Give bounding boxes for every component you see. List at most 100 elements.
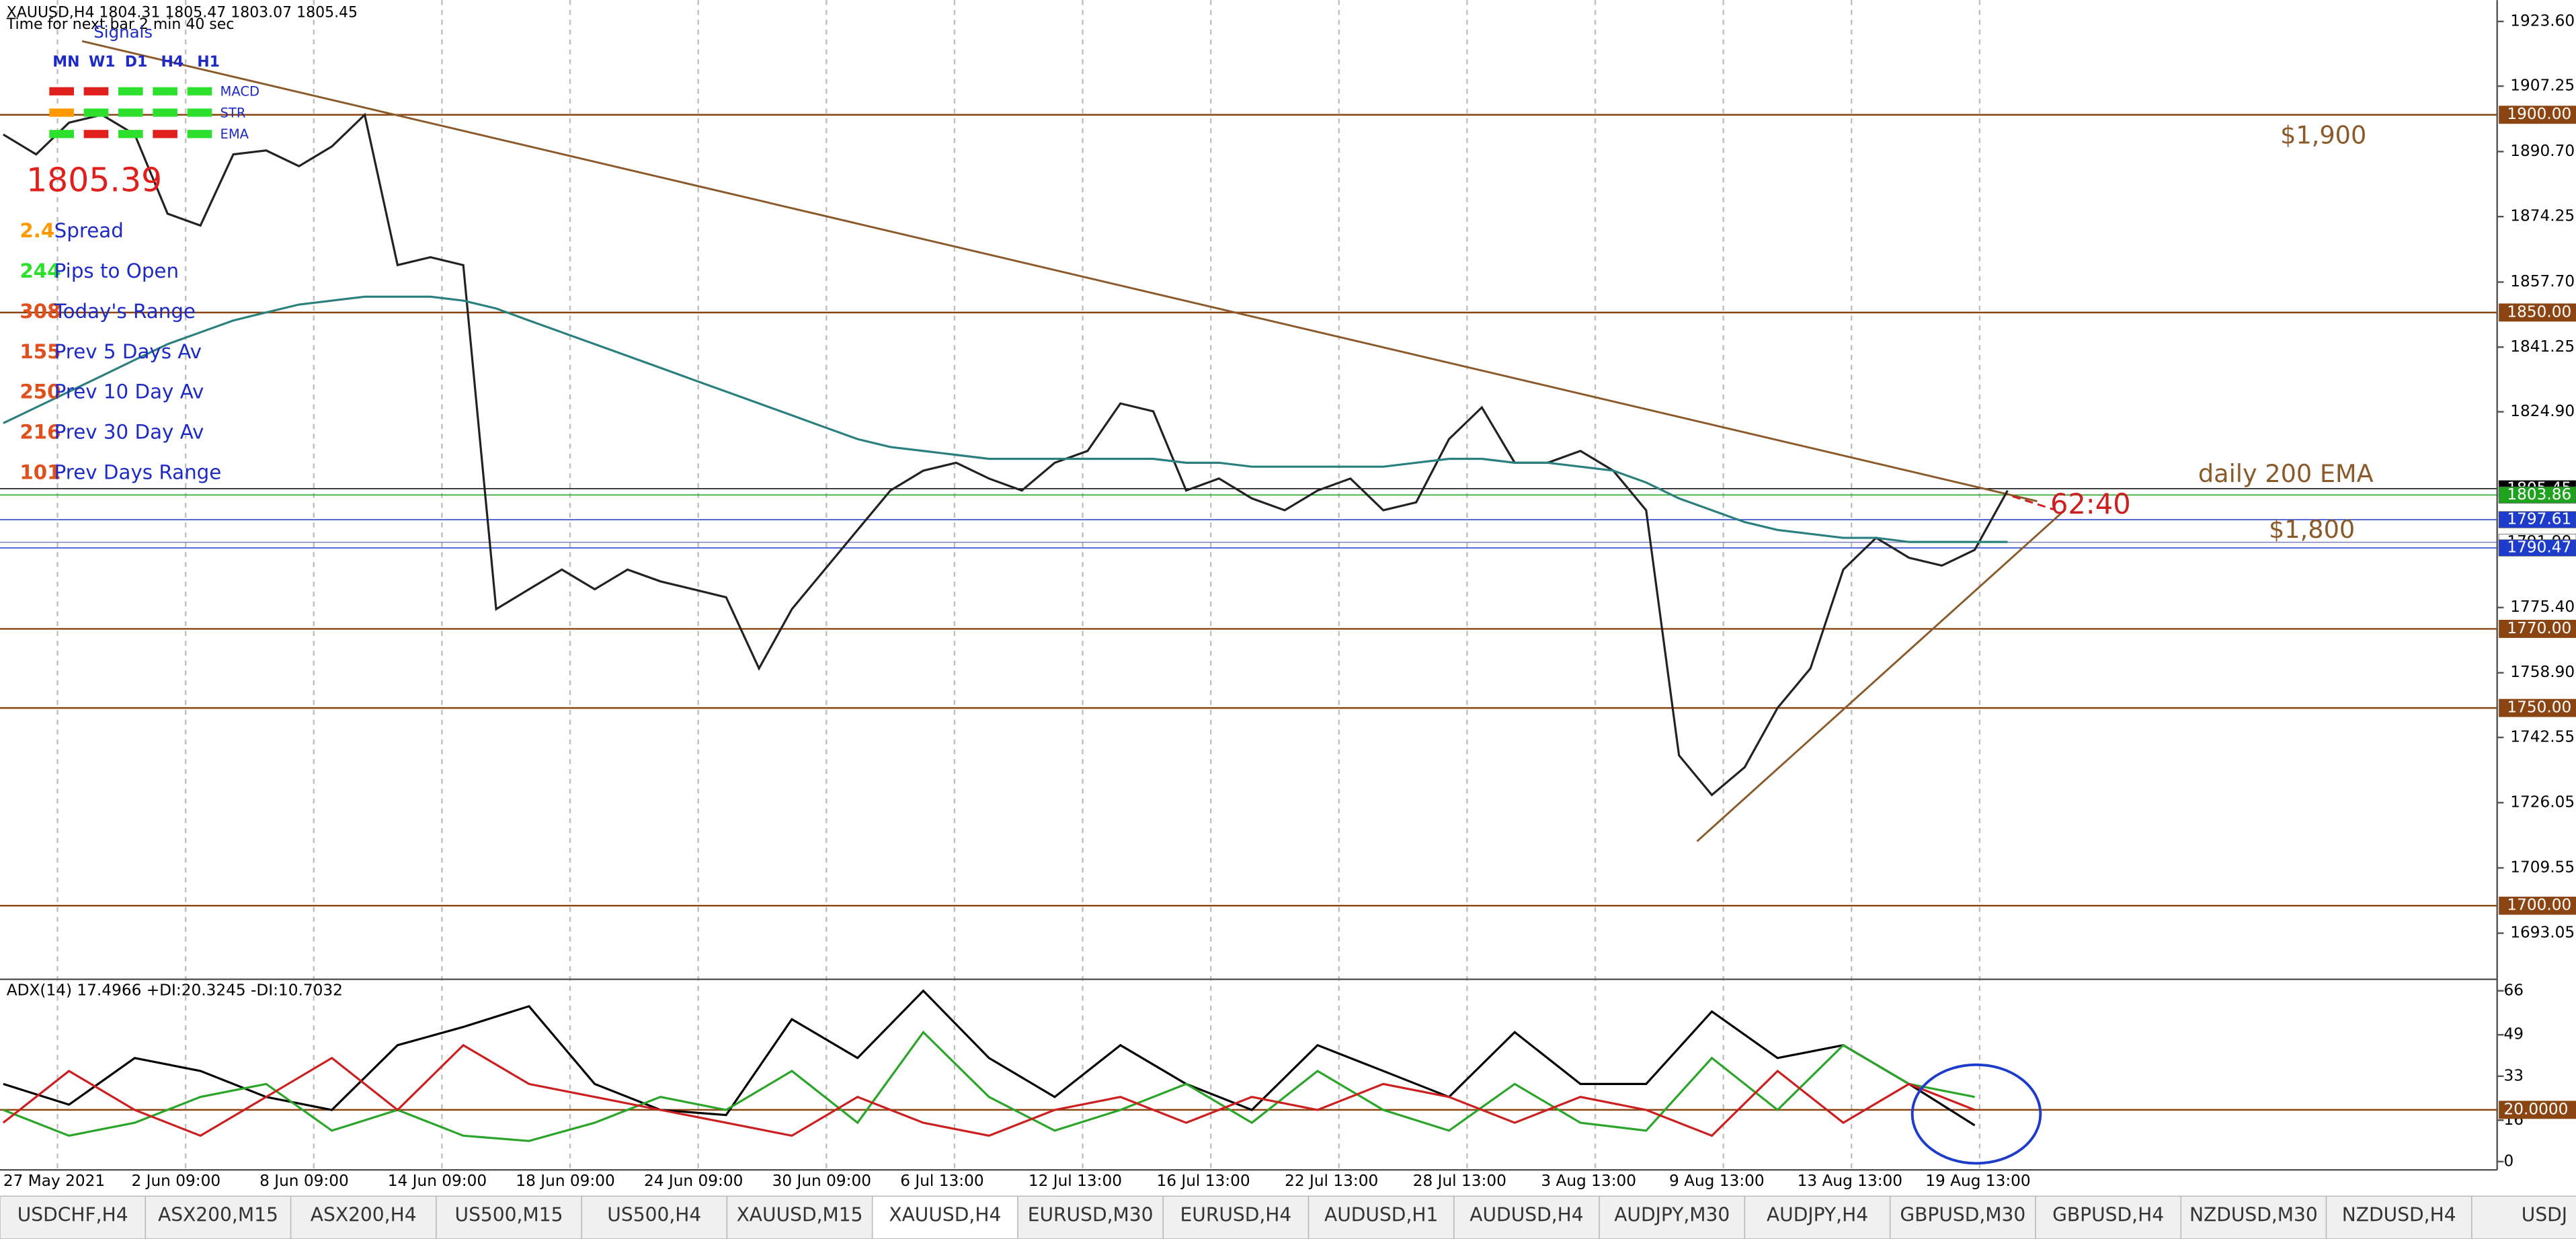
tab-label[interactable]: NZDUSD,M30 — [2189, 1204, 2318, 1226]
y-tick-label: 1923.60 — [2510, 11, 2575, 30]
tab-label[interactable]: USDJ — [2522, 1204, 2567, 1226]
stat-value: 2.4 — [19, 219, 54, 242]
level-tag — [2499, 896, 2576, 915]
stat-label: Pips to Open — [54, 259, 179, 282]
tab-label[interactable]: XAUUSD,M15 — [737, 1204, 863, 1226]
tab-label[interactable]: GBPUSD,M30 — [1900, 1204, 2025, 1226]
plot-layer — [2, 112, 2009, 1142]
level-tag — [2499, 620, 2576, 638]
signal-cell — [49, 108, 74, 117]
countdown-arrow — [2012, 495, 2054, 511]
signal-cell — [153, 87, 177, 95]
x-tick-label: 6 Jul 13:00 — [900, 1172, 983, 1190]
timeframe-label: MN — [52, 54, 79, 71]
tab[interactable] — [726, 1195, 873, 1239]
x-tick-label: 16 Jul 13:00 — [1156, 1172, 1250, 1190]
series-line — [3, 1030, 1975, 1142]
stat-label: Prev Days Range — [54, 461, 222, 483]
signal-cell — [153, 130, 177, 138]
tab-label[interactable]: ASX200,M15 — [158, 1204, 278, 1226]
tab[interactable] — [0, 1195, 147, 1239]
trend-line — [81, 40, 2038, 502]
stat-value: 155 — [19, 340, 61, 363]
timeframe-label: W1 — [89, 54, 116, 71]
x-tick-label: 14 Jun 09:00 — [388, 1172, 487, 1190]
signal-cell — [153, 108, 177, 117]
stat-value: 308 — [19, 300, 61, 323]
y-tick-label: 1775.40 — [2510, 598, 2575, 616]
series-line — [3, 112, 2009, 797]
timeframe-label: H1 — [197, 54, 220, 71]
x-tick-label: 13 Aug 13:00 — [1798, 1172, 1902, 1190]
y-tick-label: 1857.70 — [2510, 272, 2575, 290]
annotation: $1,900 — [2280, 121, 2366, 150]
x-tick-label: 12 Jul 13:00 — [1029, 1172, 1122, 1190]
signal-cell — [49, 130, 74, 138]
trend-line — [1696, 512, 2063, 842]
timeframe-label: D1 — [125, 54, 148, 71]
tab-label[interactable]: AUDUSD,H4 — [1470, 1204, 1583, 1226]
tab-label[interactable]: USDCHF,H4 — [17, 1204, 128, 1226]
x-tick-label: 9 Aug 13:00 — [1669, 1172, 1765, 1190]
symbol-line: XAUUSD,H4 1804.31 1805.47 1803.07 1805.4… — [7, 5, 358, 22]
annotation: daily 200 EMA — [2198, 459, 2374, 488]
tab-label[interactable]: NZDUSD,H4 — [2342, 1204, 2456, 1226]
tab[interactable] — [581, 1195, 728, 1239]
tab[interactable] — [1453, 1195, 1600, 1239]
x-tick-label: 28 Jul 13:00 — [1413, 1172, 1506, 1190]
stat-label: Prev 5 Days Av — [54, 340, 202, 363]
tab[interactable] — [145, 1195, 292, 1239]
x-tick-label: 19 Aug 13:00 — [1925, 1172, 2030, 1190]
timeframe-label: H4 — [161, 54, 184, 71]
y-tick-label: 1726.05 — [2510, 793, 2575, 811]
indicator-label: STR — [220, 105, 245, 120]
y-tick-label: 1874.25 — [2510, 207, 2575, 225]
tab-label[interactable]: AUDJPY,M30 — [1614, 1204, 1730, 1226]
tab-label[interactable]: EURUSD,H4 — [1180, 1204, 1292, 1226]
level-label: 20.0000 — [2503, 1100, 2568, 1118]
tab-label[interactable]: GBPUSD,H4 — [2052, 1204, 2164, 1226]
tab[interactable] — [1307, 1195, 1455, 1239]
tab-label[interactable]: US500,H4 — [607, 1204, 701, 1226]
y-tick-label: 1758.90 — [2510, 663, 2575, 681]
signal-cell — [83, 108, 109, 117]
level-tag — [2499, 303, 2576, 322]
price-tag — [2498, 539, 2576, 557]
tab[interactable] — [1017, 1195, 1164, 1239]
signal-cell — [118, 108, 143, 117]
x-tick-label: 8 Jun 09:00 — [259, 1172, 349, 1190]
signal-cell — [187, 130, 212, 138]
stat-value: 250 — [19, 381, 61, 403]
tab-label[interactable]: EURUSD,M30 — [1028, 1204, 1154, 1226]
y-tick-label: 1890.70 — [2510, 142, 2575, 160]
tab[interactable] — [2035, 1195, 2181, 1239]
highlight-circle — [1910, 1063, 2042, 1165]
x-tick-label: 2 Jun 09:00 — [132, 1172, 221, 1190]
series-line — [2, 1043, 1976, 1137]
y-tick-label: 1742.55 — [2510, 727, 2575, 746]
tab-label[interactable]: ASX200,H4 — [311, 1204, 417, 1226]
y-tick-label: 0 — [2503, 1152, 2513, 1170]
stat-value: 101 — [19, 461, 61, 483]
stat-value: 244 — [19, 259, 61, 282]
x-tick-label: 18 Jun 09:00 — [516, 1172, 614, 1190]
tab-label[interactable]: XAUUSD,H4 — [889, 1204, 1001, 1226]
tab-label[interactable]: AUDJPY,H4 — [1767, 1204, 1868, 1226]
indicator-label: MACD — [220, 84, 259, 99]
x-tick-label: 30 Jun 09:00 — [772, 1172, 871, 1190]
tab[interactable] — [1162, 1195, 1310, 1239]
tab-label[interactable]: AUDUSD,H1 — [1324, 1204, 1438, 1226]
tab[interactable] — [1889, 1195, 2036, 1239]
tab-label[interactable]: US500,M15 — [455, 1204, 563, 1226]
level-tag — [2499, 1101, 2576, 1119]
indicator-title: ADX(14) 17.4966 +DI:20.3245 -DI:10.7032 — [7, 981, 343, 999]
level-tag — [2499, 106, 2576, 124]
signal-cell — [83, 87, 109, 95]
level-label: 1900.00 — [2507, 105, 2571, 123]
y-tick-label: 1841.25 — [2510, 337, 2575, 356]
y-tick-label: 1709.55 — [2510, 858, 2575, 877]
signal-cell — [187, 108, 212, 117]
